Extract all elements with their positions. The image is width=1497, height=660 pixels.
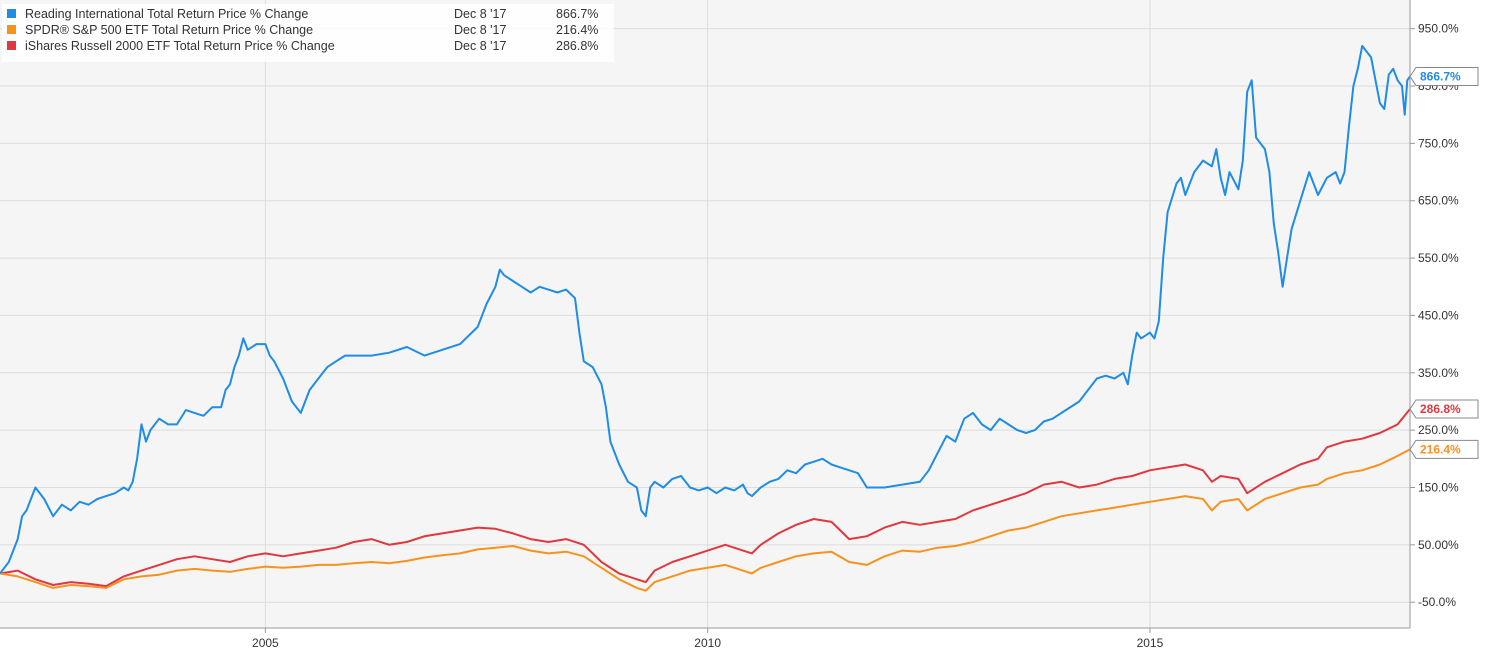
legend-date: Dec 8 '17 [454,39,506,53]
y-tick-label: 650.0% [1418,194,1459,208]
y-tick-label: 350.0% [1418,366,1459,380]
series-line [0,408,1411,588]
y-tick-label: 50.00% [1418,538,1459,552]
x-tick-label: 2015 [1137,636,1164,650]
plot-background [0,0,1410,628]
y-tick-label: 750.0% [1418,136,1459,150]
last-value-flag [1409,439,1479,459]
series-line [0,448,1411,592]
y-axis: 950.0%850.0%750.0%650.0%550.0%450.0%350.… [1410,22,1459,609]
legend-value: 286.8% [556,39,598,53]
legend-series-name: SPDR® S&P 500 ETF Total Return Price % C… [25,23,313,37]
x-axis: 2005 2010 2015 [252,628,1164,650]
legend-date: Dec 8 '17 [454,23,506,37]
legend-value: 216.4% [556,23,598,37]
y-tick-label: 150.0% [1418,480,1459,494]
series-line [0,44,1411,575]
legend-background [2,4,614,62]
last-value-flag [1409,66,1479,86]
legend-series-name: iShares Russell 2000 ETF Total Return Pr… [25,39,335,53]
x-tick-label: 2010 [694,636,721,650]
last-value-label: 216.4% [1420,442,1461,456]
legend-date: Dec 8 '17 [454,7,506,21]
legend: Reading International Total Return Price… [2,4,614,62]
last-value-flag [1409,399,1479,419]
last-value-label: 286.8% [1420,402,1461,416]
y-tick-label: 950.0% [1418,22,1459,36]
legend-series-name: Reading International Total Return Price… [25,7,308,21]
y-tick-label: 550.0% [1418,251,1459,265]
legend-swatch [7,25,16,34]
legend-swatch [7,41,16,50]
y-tick-label: -50.0% [1418,595,1456,609]
last-value-label: 866.7% [1420,69,1461,83]
legend-value: 866.7% [556,7,598,21]
grid-lines [0,0,1410,628]
x-tick-label: 2005 [252,636,279,650]
y-tick-label: 450.0% [1418,308,1459,322]
series-lines [0,44,1411,592]
last-value-flags: 866.7% 286.8% 216.4% [1409,66,1479,459]
y-tick-label: 250.0% [1418,423,1459,437]
legend-swatch [7,9,16,18]
